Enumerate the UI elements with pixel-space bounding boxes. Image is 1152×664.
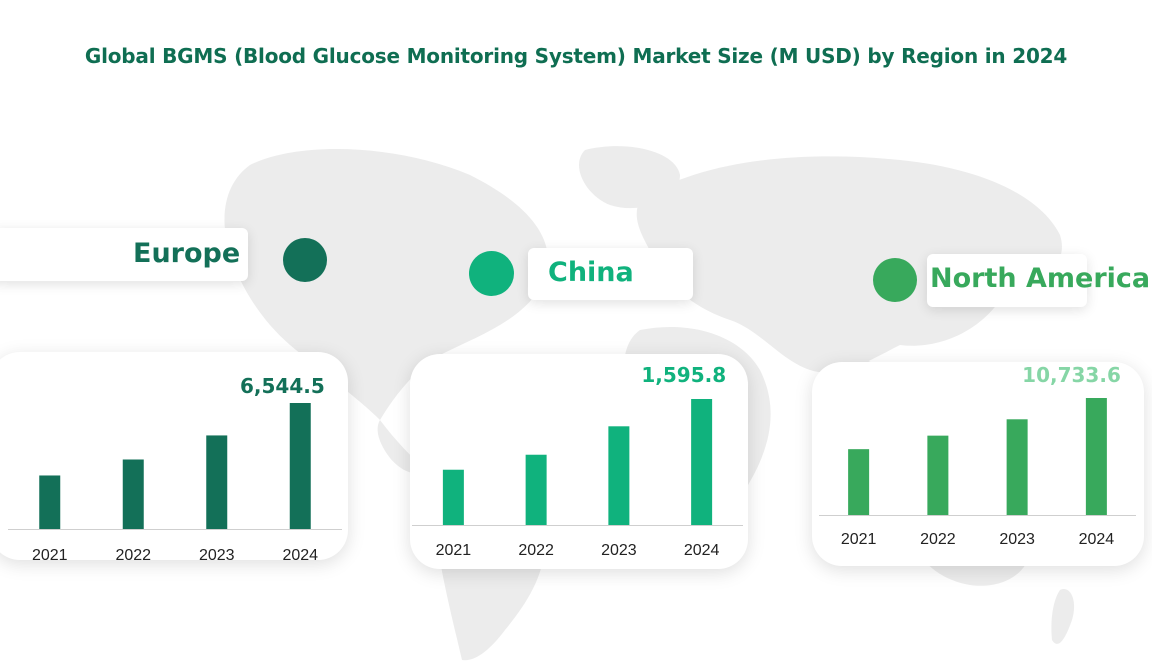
region-dot-europe [283,238,327,282]
chart-title: Global BGMS (Blood Glucose Monitoring Sy… [84,44,1068,68]
region-label-north-america: North America [930,263,1151,294]
bar-north-america-2022 [927,435,949,515]
tick-label-europe-2024: 2024 [282,547,318,560]
tick-label-north-america-2024: 2024 [1079,531,1115,548]
bar-north-america-2021 [848,449,870,515]
data-label-north-america-2024: 10,733.6 [1022,363,1121,387]
tick-label-europe-2022: 2022 [115,547,151,560]
bar-europe-2021 [39,475,61,529]
region-label-box-north-america [927,254,1087,307]
data-label-europe-2024: 6,544.5 [240,374,325,398]
chart-card-china: 2021 2022 2023 2024 1,595.8 [410,354,748,569]
map-europe-asia [636,156,1062,373]
bar-china-2021 [442,469,464,525]
tick-label-china-2022: 2022 [518,542,554,559]
bar-china-2024 [691,399,713,525]
tick-label-china-2024: 2024 [684,542,720,559]
tick-label-north-america-2022: 2022 [920,531,956,548]
data-label-china-2024: 1,595.8 [641,363,726,387]
tick-label-north-america-2021: 2021 [841,531,877,548]
bar-china-2023 [608,426,630,525]
chart-card-north-america: 2021 2022 2023 2024 10,733.6 [812,362,1144,566]
tick-label-europe-2023: 2023 [199,547,235,560]
region-label-europe: Europe [133,238,241,269]
bar-china-2022 [525,454,547,525]
bar-europe-2022 [122,459,144,529]
bar-chart-north-america: 2021 2022 2023 2024 10,733.6 [819,363,1136,548]
map-new-zealand [1051,589,1075,644]
region-label-box-europe [0,228,248,281]
chart-card-europe: 2021 2022 2023 2024 6,544.5 [0,352,348,560]
bar-north-america-2023 [1006,419,1028,515]
region-dot-china [469,251,514,296]
tick-label-china-2021: 2021 [436,542,472,559]
tick-label-china-2023: 2023 [601,542,637,559]
bar-europe-2024 [289,403,311,529]
region-label-box-china [528,248,693,300]
region-dot-north-america [873,258,917,302]
bar-chart-china: 2021 2022 2023 2024 1,595.8 [412,363,743,559]
region-label-china: China [548,257,634,288]
bar-chart-europe: 2021 2022 2023 2024 6,544.5 [8,374,342,560]
tick-label-europe-2021: 2021 [32,547,68,560]
tick-label-north-america-2023: 2023 [999,531,1035,548]
bar-europe-2023 [206,435,228,529]
bar-north-america-2024 [1085,398,1107,515]
